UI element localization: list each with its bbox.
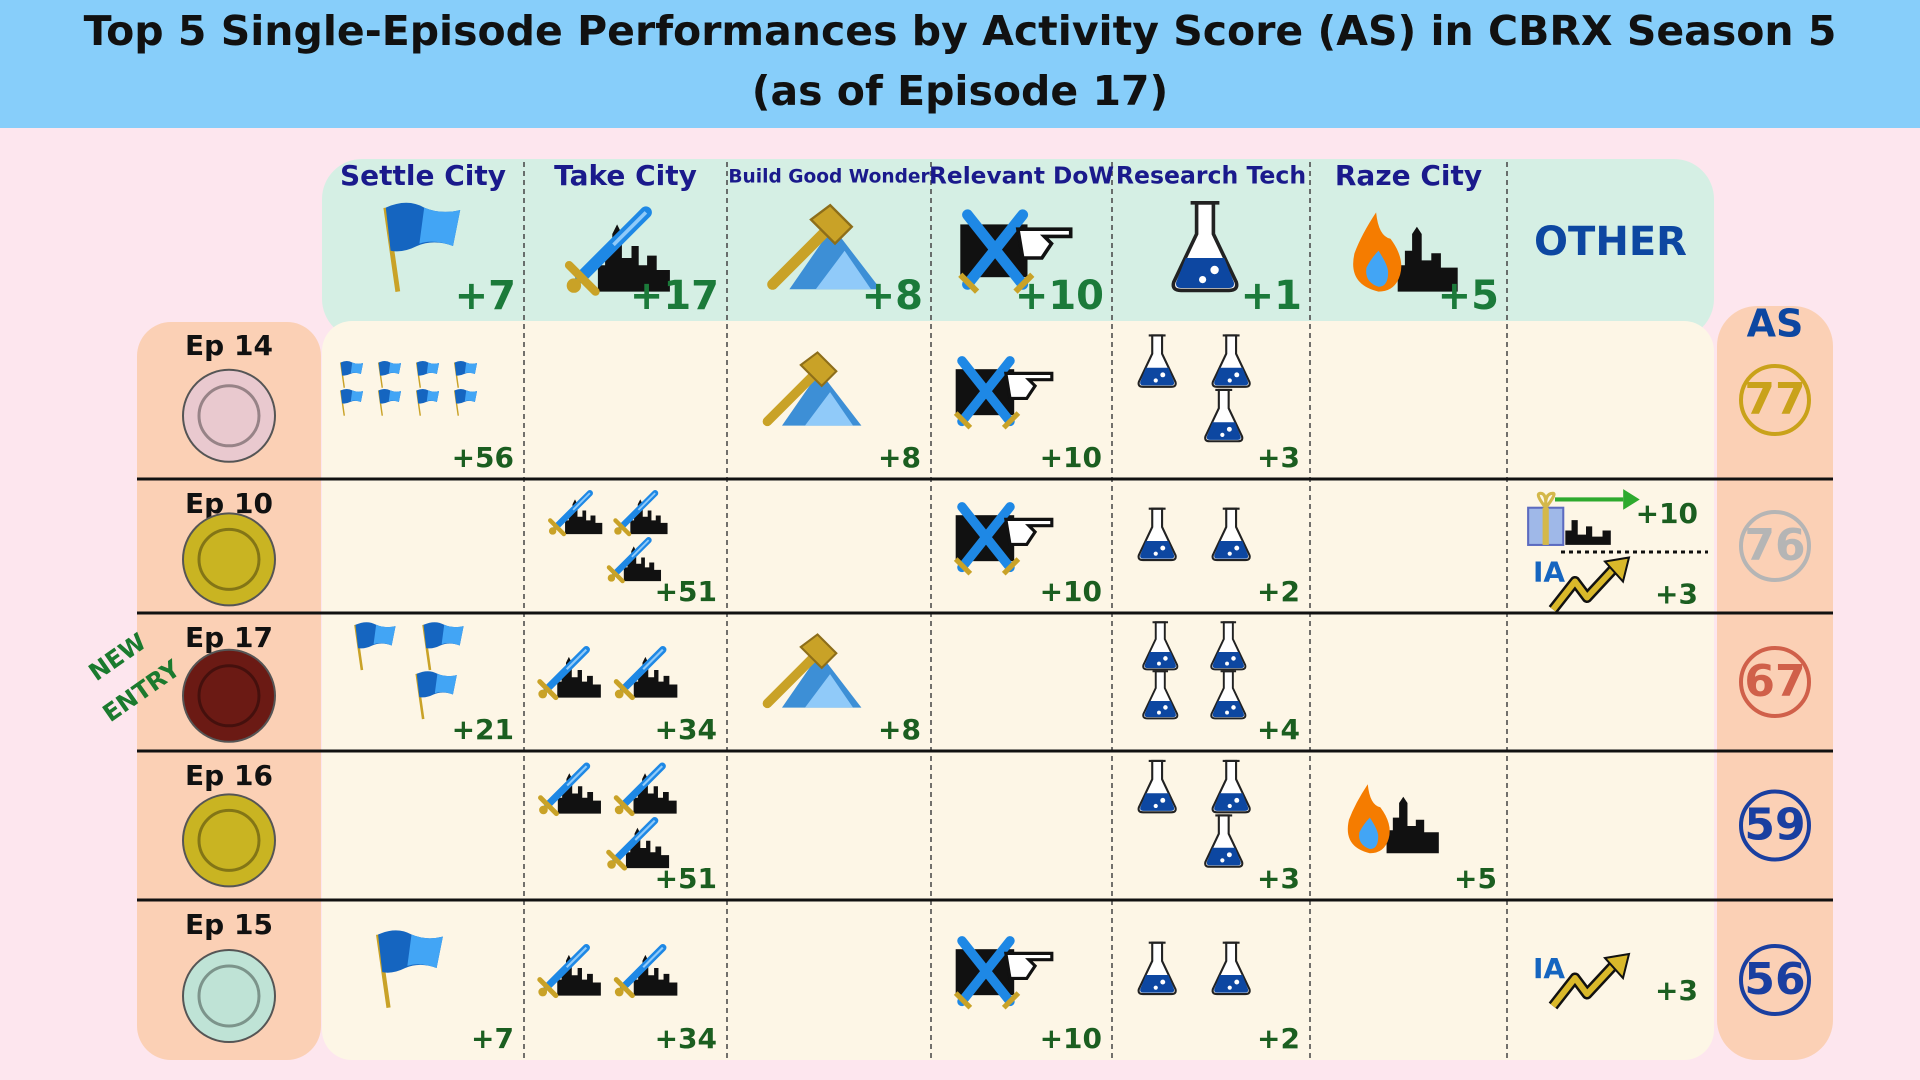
civ-emblem xyxy=(182,368,276,463)
cell-total: +21 xyxy=(452,713,514,746)
other-item-label: IA xyxy=(1533,556,1565,589)
cell-total: +10 xyxy=(1040,575,1102,608)
column-points: +10 xyxy=(1015,273,1104,319)
civ-emblem xyxy=(182,512,276,607)
cell-total: +10 xyxy=(1040,1022,1102,1055)
column-points: +1 xyxy=(1241,273,1302,319)
cell-total: +8 xyxy=(878,713,921,746)
cell-total: +51 xyxy=(655,575,717,608)
header-band xyxy=(0,0,1920,128)
cell-total: +2 xyxy=(1257,575,1300,608)
cell-total: +8 xyxy=(878,441,921,474)
column-points: +8 xyxy=(862,273,923,319)
column-name: Relevant DoW xyxy=(929,163,1114,190)
score-value: 77 xyxy=(1744,374,1805,425)
score-ring xyxy=(1739,789,1811,862)
civ-emblem xyxy=(182,949,276,1043)
score-value: 56 xyxy=(1744,954,1805,1005)
other-label: OTHER xyxy=(1534,219,1687,265)
cell-total: +2 xyxy=(1257,1022,1300,1055)
score-ring xyxy=(1739,944,1811,1016)
score-ring xyxy=(1739,510,1811,582)
cell-total: +56 xyxy=(452,441,514,474)
civ-emblem-inner xyxy=(197,527,261,591)
column-points: +5 xyxy=(1438,273,1499,319)
cell-total: +51 xyxy=(655,862,717,895)
civ-emblem-inner xyxy=(197,664,261,728)
score-ring xyxy=(1739,646,1811,718)
episode-label: Ep 16 xyxy=(185,759,273,792)
cell-total: +3 xyxy=(1257,441,1300,474)
cell-total: +4 xyxy=(1257,713,1300,746)
title: Top 5 Single-Episode Performances by Act… xyxy=(84,7,1837,55)
cell-total: +34 xyxy=(655,713,717,746)
episode-label: Ep 14 xyxy=(185,329,273,362)
civ-emblem-inner xyxy=(197,384,261,448)
column-name: Take City xyxy=(554,159,697,192)
column-points: +7 xyxy=(455,273,516,319)
subtitle: (as of Episode 17) xyxy=(752,67,1169,115)
episode-label: Ep 15 xyxy=(185,908,273,941)
civ-emblem-inner xyxy=(197,964,261,1028)
column-points: +17 xyxy=(630,273,719,319)
civ-emblem xyxy=(182,793,276,888)
score-label: AS xyxy=(1747,302,1804,346)
other-total: +10 xyxy=(1636,497,1698,530)
cell-total: +10 xyxy=(1040,441,1102,474)
cell-total: +34 xyxy=(655,1022,717,1055)
score-value: 59 xyxy=(1744,800,1805,851)
other-total: +3 xyxy=(1655,578,1698,611)
civ-emblem-inner xyxy=(197,808,261,872)
cell-total: +3 xyxy=(1257,862,1300,895)
column-name: Build Good Wonder xyxy=(728,167,930,188)
score-value: 76 xyxy=(1744,520,1805,571)
cell-total: +5 xyxy=(1454,862,1497,895)
column-name: Settle City xyxy=(340,159,506,192)
cell-total: +7 xyxy=(471,1022,514,1055)
score-ring xyxy=(1739,364,1811,436)
body-panel xyxy=(322,321,1714,1060)
civ-emblem xyxy=(182,648,276,743)
other-total: +3 xyxy=(1655,974,1698,1007)
score-value: 67 xyxy=(1744,656,1805,707)
other-item-label: IA xyxy=(1533,952,1565,985)
episode-label: Ep 17 xyxy=(185,621,273,654)
column-name: Raze City xyxy=(1335,159,1482,192)
score-panel xyxy=(1717,306,1833,1060)
column-name: Research Tech xyxy=(1116,162,1306,190)
